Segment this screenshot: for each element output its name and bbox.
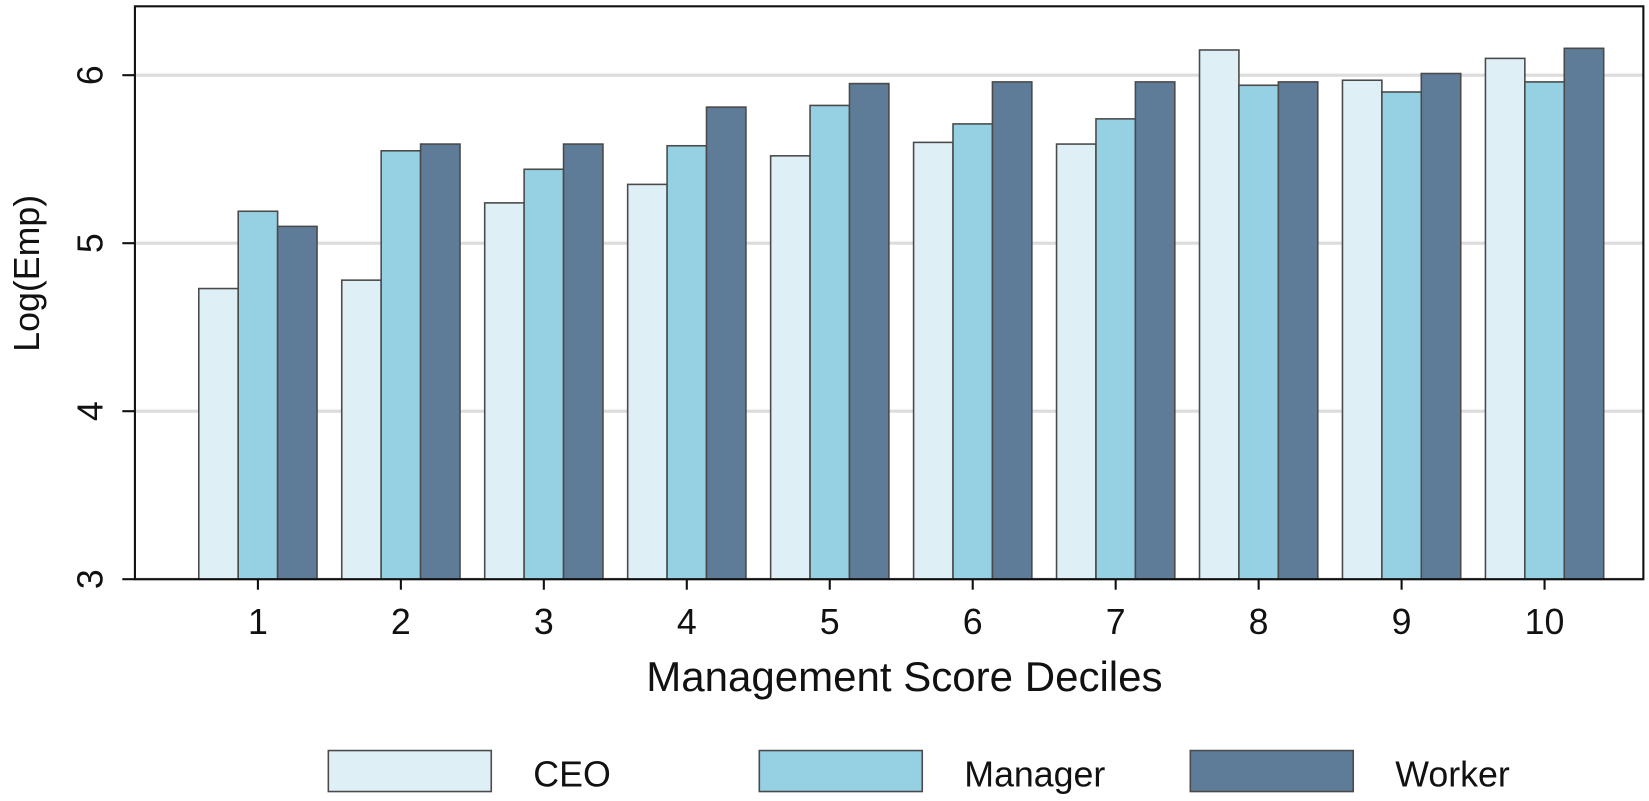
bar xyxy=(276,225,318,580)
y-tick-label: 4 xyxy=(70,401,110,421)
bar xyxy=(1134,81,1176,580)
x-tick-label: 6 xyxy=(963,602,983,642)
bar xyxy=(1420,72,1462,580)
bar xyxy=(809,104,851,580)
x-axis-label: Management Score Deciles xyxy=(646,653,1162,700)
bar xyxy=(705,106,747,580)
bar xyxy=(1095,118,1137,580)
bar xyxy=(1381,91,1423,580)
bar xyxy=(952,123,994,580)
y-tick-label: 5 xyxy=(70,233,110,253)
y-axis-label: Log(Emp) xyxy=(7,195,47,352)
bar xyxy=(848,82,890,580)
bar xyxy=(1277,81,1319,580)
x-tick-label: 10 xyxy=(1525,602,1565,642)
y-tick-label: 6 xyxy=(70,65,110,85)
legend-label: Worker xyxy=(1395,754,1510,794)
bar xyxy=(1524,81,1566,580)
x-tick-label: 8 xyxy=(1249,602,1269,642)
bar xyxy=(1341,79,1383,580)
bar xyxy=(1055,143,1097,580)
bar xyxy=(197,287,239,580)
legend-swatch xyxy=(758,749,924,793)
bar xyxy=(666,144,708,580)
bar xyxy=(769,155,811,580)
bar xyxy=(1238,84,1280,580)
legend-label: CEO xyxy=(533,754,610,794)
x-tick-label: 7 xyxy=(1106,602,1126,642)
bar xyxy=(626,183,668,580)
bar xyxy=(340,279,382,580)
bar xyxy=(562,143,604,580)
x-tick-label: 1 xyxy=(248,602,268,642)
bar xyxy=(912,141,954,580)
x-tick-label: 5 xyxy=(820,602,840,642)
x-tick-label: 3 xyxy=(534,602,554,642)
bar xyxy=(523,168,565,580)
legend-label: Manager xyxy=(964,754,1105,794)
bar xyxy=(380,150,422,580)
bar xyxy=(1484,57,1526,580)
x-tick-label: 9 xyxy=(1392,602,1412,642)
x-tick-label: 4 xyxy=(677,602,697,642)
legend-swatch xyxy=(1189,749,1355,793)
bar xyxy=(1198,49,1240,580)
bar xyxy=(237,210,279,580)
y-tick-label: 3 xyxy=(70,569,110,589)
bar xyxy=(483,202,525,580)
bar xyxy=(419,143,461,580)
x-tick-label: 2 xyxy=(391,602,411,642)
bar xyxy=(1563,47,1605,580)
bar xyxy=(991,81,1033,580)
legend-swatch xyxy=(327,749,493,793)
plot-frame xyxy=(133,5,1645,581)
